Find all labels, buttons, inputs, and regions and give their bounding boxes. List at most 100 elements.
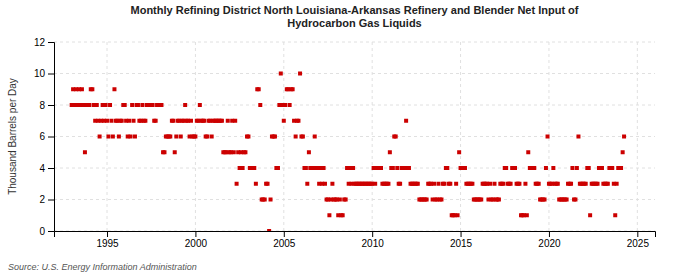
point: [301, 135, 305, 139]
point: [436, 182, 440, 186]
point: [87, 103, 91, 107]
point: [407, 166, 411, 170]
tick: 8: [39, 100, 54, 111]
point: [323, 182, 327, 186]
point: [171, 119, 175, 123]
tick: 12: [34, 37, 54, 48]
point: [282, 119, 286, 123]
point: [479, 198, 483, 202]
point: [273, 135, 277, 139]
point: [232, 150, 236, 154]
point: [235, 182, 239, 186]
grid-line-x: [460, 42, 461, 231]
point: [425, 198, 429, 202]
tick-mark: [549, 231, 550, 237]
point: [621, 150, 625, 154]
point: [243, 150, 247, 154]
point: [258, 103, 262, 107]
point: [133, 135, 137, 139]
title-line: Monthly Refining District North Louisian…: [131, 4, 579, 16]
tick: 4: [39, 163, 54, 174]
point: [386, 182, 390, 186]
point: [600, 166, 604, 170]
point: [570, 166, 574, 170]
tick: 2010: [362, 231, 385, 249]
point: [615, 182, 619, 186]
point: [544, 166, 548, 170]
point: [404, 119, 408, 123]
point: [395, 166, 399, 170]
tick-label: 2000: [185, 238, 208, 249]
point: [298, 72, 302, 76]
tick-label: 2: [39, 194, 45, 205]
axis-line: [55, 232, 656, 238]
tick: 6: [39, 131, 54, 142]
tick-label: 2020: [538, 238, 561, 249]
point: [439, 198, 443, 202]
point: [525, 213, 529, 217]
source: Source: U.S. Energy Information Administ…: [8, 262, 197, 272]
point: [488, 182, 492, 186]
point: [154, 119, 158, 123]
tick-mark: [195, 231, 196, 237]
tick-mark: [48, 200, 54, 201]
point: [205, 135, 209, 139]
point: [619, 166, 623, 170]
point: [588, 213, 592, 217]
point: [497, 198, 501, 202]
point: [173, 150, 177, 154]
point: [351, 166, 355, 170]
y-axis-label: Thousand Barrels per Day: [7, 78, 18, 195]
point: [109, 119, 113, 123]
point: [565, 198, 569, 202]
point: [606, 182, 610, 186]
point: [322, 166, 326, 170]
chart: 1995200020052010201520202025024681012Mon…: [0, 0, 675, 275]
point: [266, 182, 270, 186]
point: [344, 198, 348, 202]
tick: 2020: [538, 231, 561, 249]
point: [168, 135, 172, 139]
point: [573, 198, 577, 202]
point: [233, 119, 237, 123]
point: [174, 135, 178, 139]
point: [576, 135, 580, 139]
grid-line-y: [54, 73, 655, 74]
point: [210, 135, 214, 139]
tick: 2015: [450, 231, 473, 249]
point: [267, 229, 271, 231]
point: [445, 166, 449, 170]
tick-mark: [461, 231, 462, 237]
grid-line-y: [54, 42, 655, 43]
point: [596, 182, 600, 186]
tick-label: 12: [34, 37, 46, 48]
point: [98, 135, 102, 139]
point: [294, 135, 298, 139]
point: [80, 87, 84, 91]
point: [454, 182, 458, 186]
point: [291, 87, 295, 91]
point: [432, 182, 436, 186]
point: [162, 150, 166, 154]
tick-mark: [637, 231, 638, 237]
point: [123, 103, 127, 107]
point: [373, 182, 377, 186]
tick-label: 2025: [627, 238, 650, 249]
point: [584, 182, 588, 186]
tick: 2005: [273, 231, 296, 249]
point: [112, 87, 116, 91]
point: [104, 103, 108, 107]
tick-label: 2005: [273, 238, 296, 249]
tick-mark: [48, 168, 54, 169]
tick-mark: [48, 137, 54, 138]
point: [296, 119, 300, 123]
title-line: Hydrocarbon Gas Liquids: [287, 17, 421, 29]
tick: 2000: [185, 231, 208, 249]
point: [189, 119, 193, 123]
point: [151, 103, 155, 107]
tick-label: 0: [39, 226, 45, 237]
point: [313, 135, 317, 139]
tick-mark: [48, 42, 54, 43]
point: [305, 182, 309, 186]
point: [263, 198, 267, 202]
